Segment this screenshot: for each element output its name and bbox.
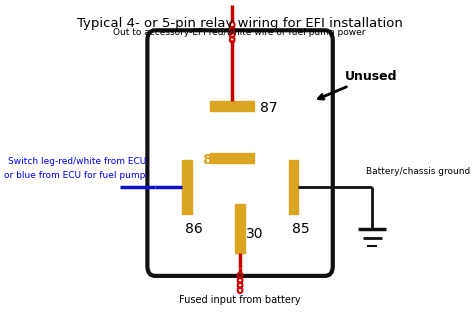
Text: or blue from ECU for fuel pump: or blue from ECU for fuel pump: [4, 171, 146, 179]
Bar: [210, 100, 254, 111]
Bar: [235, 204, 245, 253]
Text: Fused input from battery: Fused input from battery: [179, 295, 301, 305]
Text: 87: 87: [260, 101, 277, 115]
Text: Switch leg-red/white from ECU: Switch leg-red/white from ECU: [8, 157, 146, 166]
Bar: [210, 153, 254, 163]
Text: Typical 4- or 5-pin relay wiring for EFI installation: Typical 4- or 5-pin relay wiring for EFI…: [77, 16, 402, 29]
Text: 86: 86: [185, 222, 203, 236]
Text: Unused: Unused: [319, 70, 397, 99]
Text: 85: 85: [292, 222, 310, 236]
Bar: [289, 161, 298, 215]
FancyBboxPatch shape: [147, 30, 333, 276]
Text: Out to accessory-EFI red/white wire or fuel pump power: Out to accessory-EFI red/white wire or f…: [113, 28, 366, 37]
Text: 30: 30: [246, 227, 264, 241]
Text: 87a: 87a: [202, 153, 231, 167]
Bar: [182, 161, 191, 215]
Text: Battery/chassis ground: Battery/chassis ground: [366, 167, 470, 176]
